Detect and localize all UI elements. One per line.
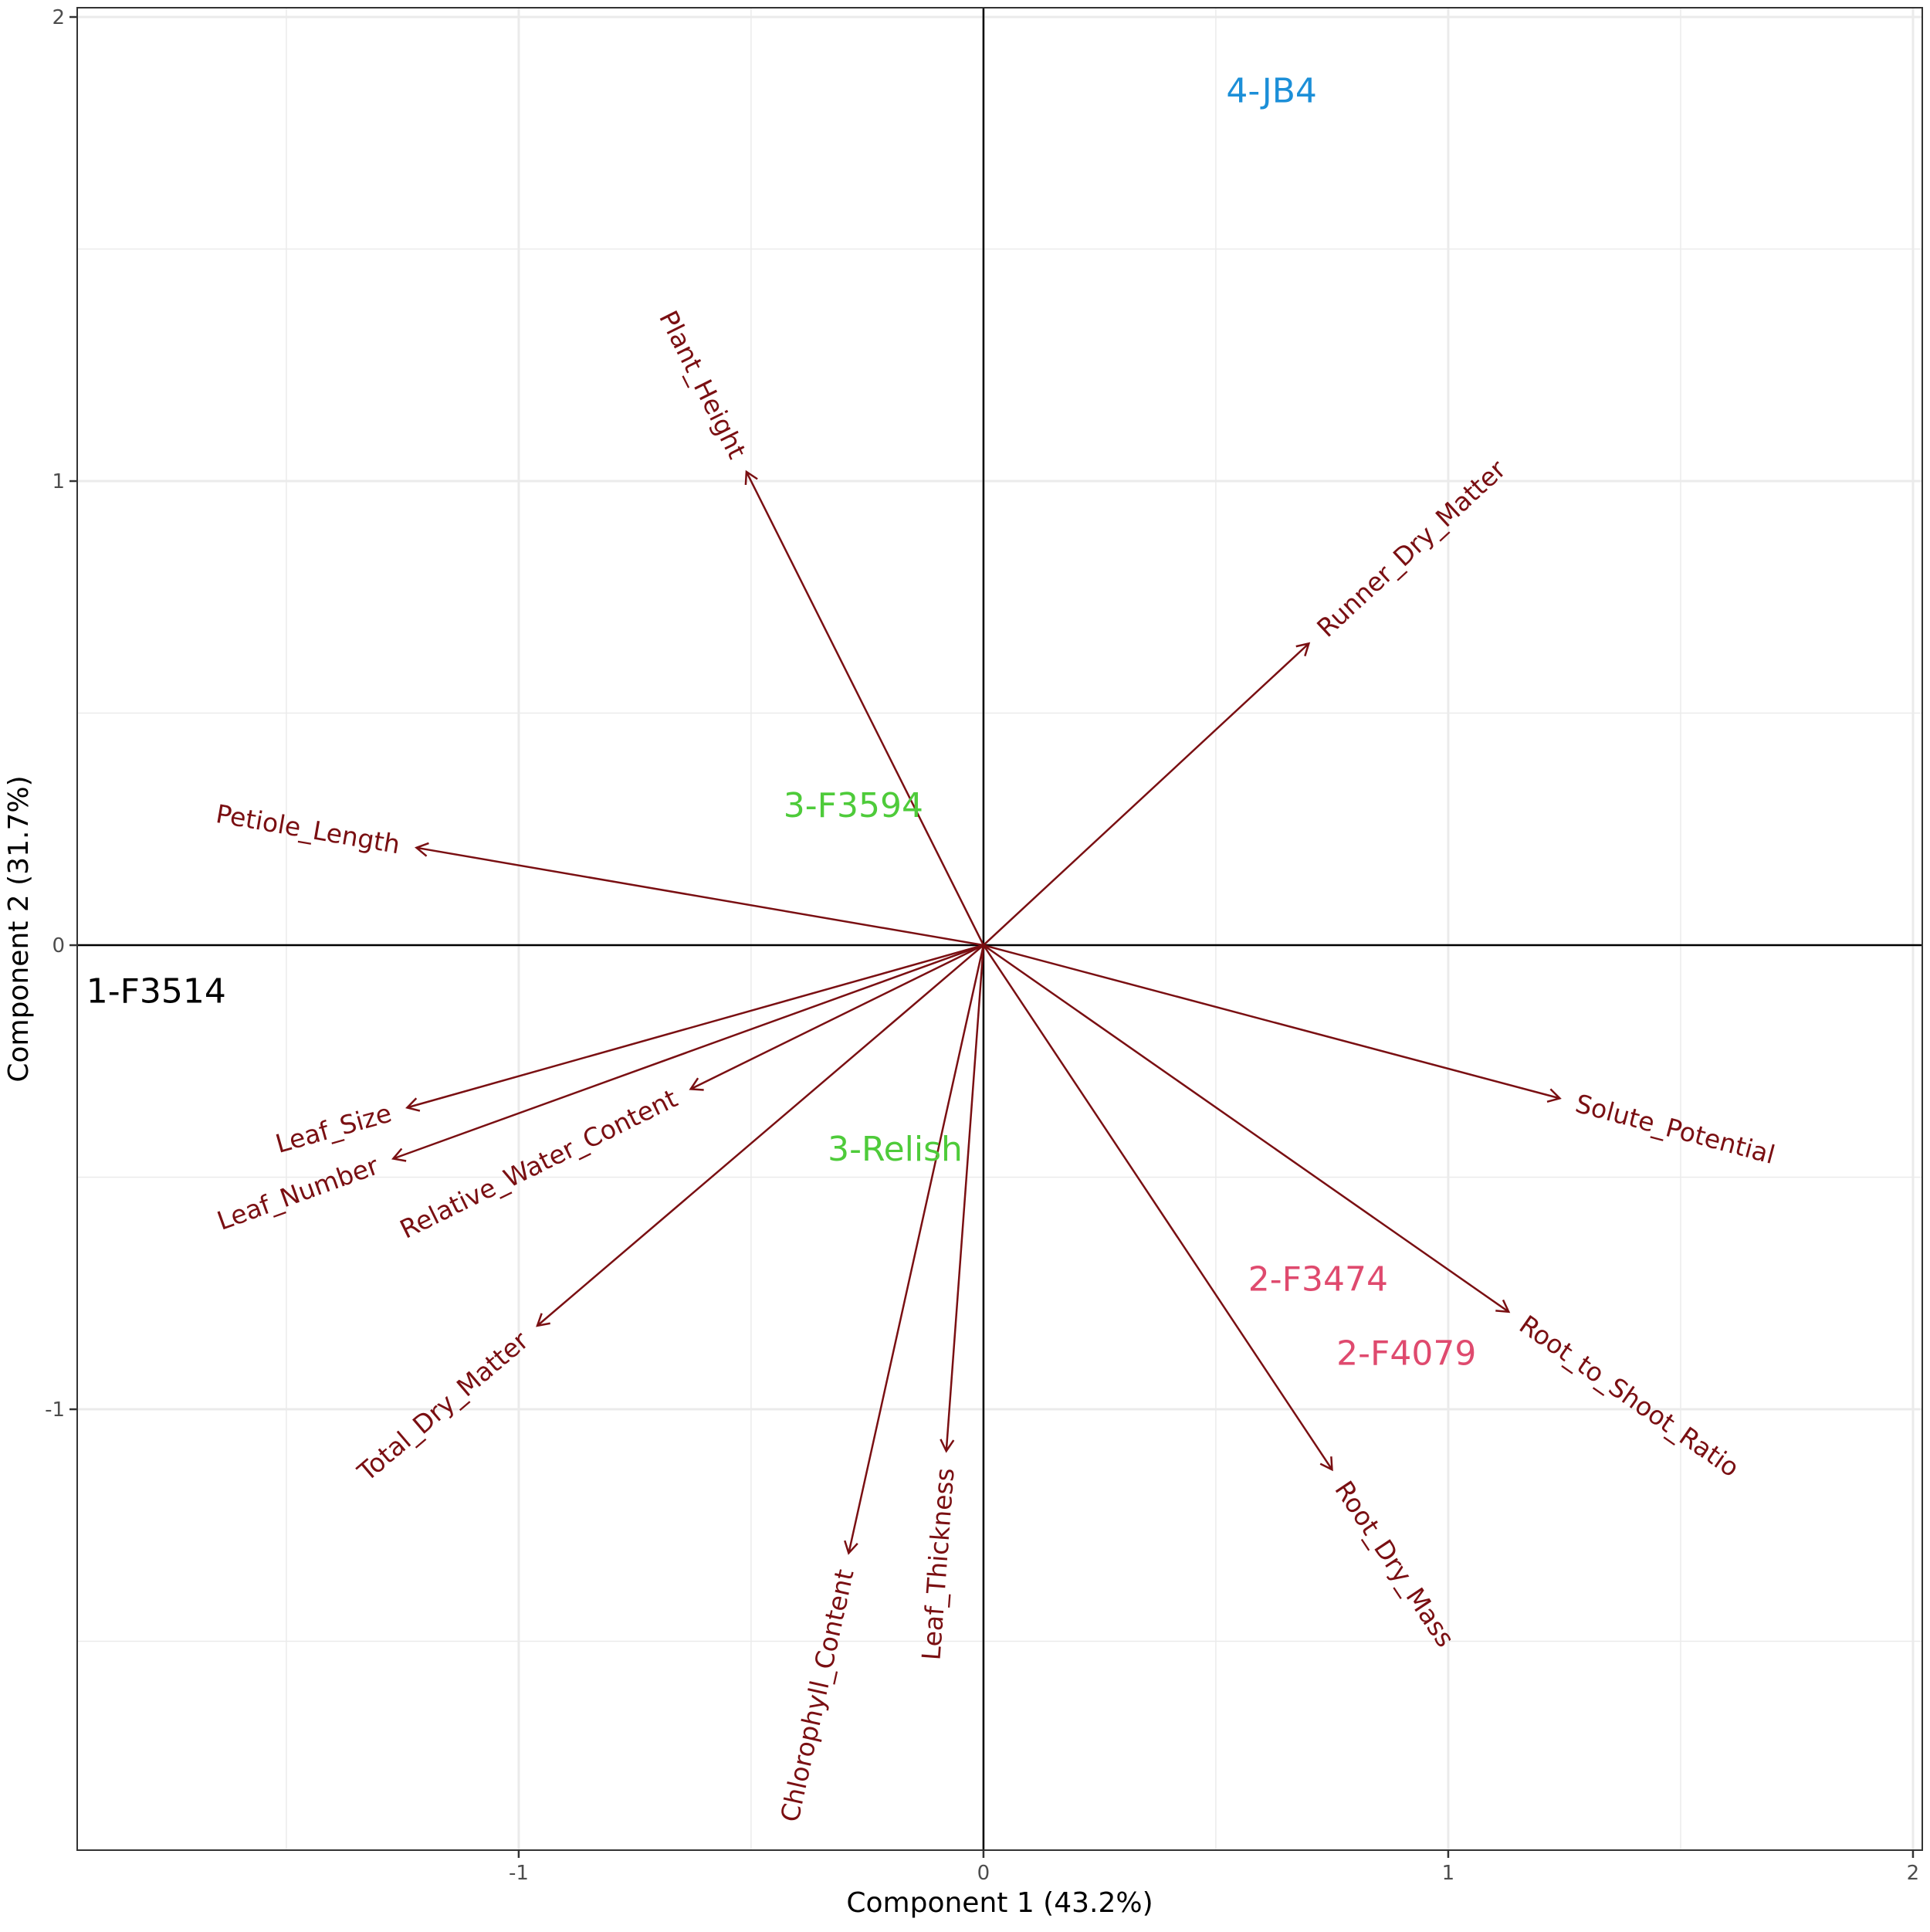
loading-relative-water-content: Relative_Water_Content xyxy=(395,944,984,1245)
loading-label: Leaf_Thickness xyxy=(916,1467,960,1662)
x-tick-label: 2 xyxy=(1907,1862,1920,1885)
loading-label: Relative_Water_Content xyxy=(395,1083,682,1245)
loading-leaf-number: Leaf_Number xyxy=(213,944,984,1236)
loading-arrow-line xyxy=(392,944,984,1160)
x-axis-title: Component 1 (43.2%) xyxy=(846,1887,1153,1919)
loading-label: Leaf_Size xyxy=(273,1098,395,1159)
loading-arrow-head xyxy=(1295,642,1311,656)
loading-label: Root_Dry_Mass xyxy=(1329,1476,1461,1652)
y-axis-title: Component 2 (31.7%) xyxy=(3,775,35,1082)
loading-arrow-head xyxy=(1319,1456,1333,1472)
loading-arrow-line xyxy=(945,944,985,1452)
loading-arrow-head xyxy=(844,1540,858,1555)
sample-label: 2-F3474 xyxy=(1248,1259,1388,1299)
sample-label: 3-F3594 xyxy=(784,786,923,825)
loading-arrow-head xyxy=(405,1097,421,1112)
x-tick-label: 0 xyxy=(977,1862,990,1885)
y-tick-label: 1 xyxy=(52,470,65,493)
loading-chlorophyll-content: Chlorophyll_Content xyxy=(774,944,985,1825)
sample-label: 1-F3514 xyxy=(86,972,226,1012)
y-tick-label: 0 xyxy=(52,934,65,958)
loading-arrow-head xyxy=(940,1439,955,1453)
axes: -1 0 1 2 -1 0 1 2 xyxy=(45,6,1919,1885)
loading-label: Leaf_Number xyxy=(213,1150,383,1235)
loading-leaf-thickness: Leaf_Thickness xyxy=(916,944,985,1662)
loading-label: Petiole_Length xyxy=(214,798,402,859)
y-tick-label: -1 xyxy=(45,1398,65,1422)
loading-arrow-head xyxy=(744,469,758,486)
loading-arrow-line xyxy=(407,944,984,1109)
loading-arrow-head xyxy=(1495,1299,1511,1313)
sample-label: 3-Relish xyxy=(828,1130,963,1169)
loading-arrow-line xyxy=(983,944,1560,1100)
loading-arrow-head xyxy=(536,1313,550,1327)
panel-border xyxy=(76,7,1923,1851)
loading-arrow-line xyxy=(745,471,985,946)
loading-arrow-line xyxy=(537,944,984,1327)
loading-arrows: Plant_Height Runner_Dry_Matter Petiole_Len… xyxy=(213,306,1778,1825)
loading-label: Chlorophyll_Content xyxy=(774,1567,859,1825)
loading-arrow-line xyxy=(416,846,984,947)
loading-solute-potential: Solute_Potential xyxy=(983,944,1779,1170)
loading-label: Solute_Potential xyxy=(1573,1088,1779,1170)
loading-arrow-line xyxy=(982,944,1333,1470)
loading-arrow-line xyxy=(983,642,1310,946)
loading-root-to-shoot-ratio: Root_to_Shoot_Ratio xyxy=(983,944,1745,1483)
loading-arrow-line xyxy=(848,944,985,1554)
x-tick-label: 1 xyxy=(1442,1862,1455,1885)
loading-label: Total_Dry_Matter xyxy=(351,1325,534,1487)
x-tick-label: -1 xyxy=(509,1862,529,1885)
loading-arrow-line xyxy=(983,944,1509,1313)
loading-arrow-head xyxy=(391,1147,407,1162)
loading-label: Root_to_Shoot_Ratio xyxy=(1514,1309,1745,1483)
zero-lines xyxy=(77,8,1922,1850)
y-tick-label: 2 xyxy=(52,6,65,29)
loading-arrow-head xyxy=(689,1077,704,1091)
loading-arrow-head xyxy=(1546,1088,1562,1103)
loading-arrow-head xyxy=(415,842,429,857)
loading-root-dry-mass: Root_Dry_Mass xyxy=(982,944,1461,1652)
loading-plant-height: Plant_Height xyxy=(653,306,985,946)
sample-label: 4-JB4 xyxy=(1226,72,1316,111)
grid xyxy=(77,8,1922,1850)
loading-arrow-line xyxy=(690,944,984,1090)
sample-label: 2-F4079 xyxy=(1336,1334,1476,1373)
loading-label: Plant_Height xyxy=(653,306,752,463)
sample-labels: 4-JB4 3-F3594 1-F3514 3-Relish 2-F3474 2-F407… xyxy=(86,72,1477,1374)
loading-runner-dry-matter: Runner_Dry_Matter xyxy=(983,454,1512,946)
